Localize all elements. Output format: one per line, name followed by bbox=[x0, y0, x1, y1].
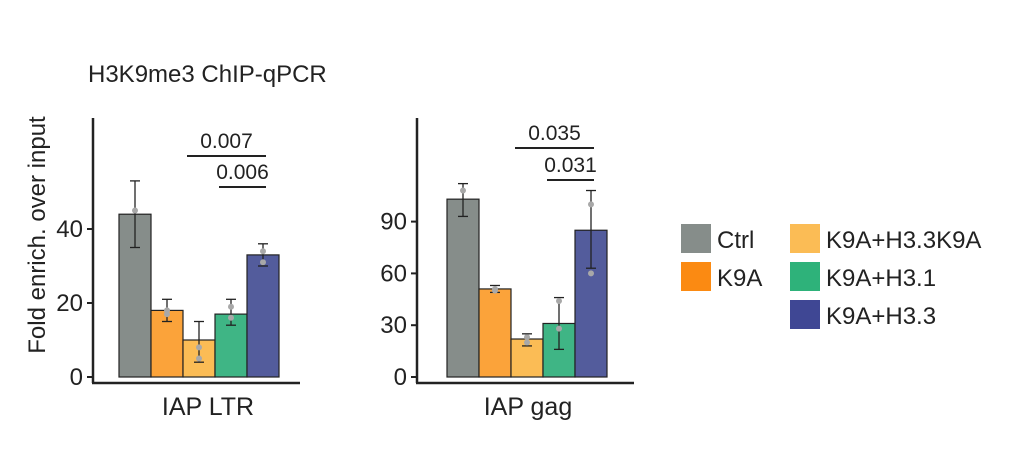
y-axis-label: Fold enrich. over input bbox=[24, 116, 51, 354]
bar-k9a bbox=[478, 288, 512, 378]
bar-k9a-h3-3 bbox=[246, 254, 280, 378]
p-value-label: 0.006 bbox=[216, 161, 269, 184]
legend-label: K9A bbox=[717, 265, 762, 292]
panel-iap-gag: 0 30 60 90 0.035 0.031 IAP gag bbox=[380, 118, 634, 421]
x-axis-label: IAP LTR bbox=[162, 393, 254, 421]
y-tick-label: 60 bbox=[380, 260, 407, 287]
legend-label: K9A+H3.3K9A bbox=[826, 227, 981, 254]
data-point bbox=[588, 201, 594, 208]
data-point bbox=[228, 303, 234, 310]
y-tick-label: 0 bbox=[394, 364, 407, 391]
legend-label: K9A+H3.3 bbox=[826, 303, 936, 330]
legend-swatch bbox=[681, 262, 711, 291]
legend-swatch bbox=[681, 224, 711, 253]
bar-ctrl bbox=[446, 198, 480, 378]
legend-swatch bbox=[790, 224, 820, 253]
data-point bbox=[460, 187, 466, 194]
legend: Ctrl K9A K9A+H3.3K9A K9A+H3.1 K9A+H3.3 bbox=[681, 224, 981, 330]
y-tick-label: 40 bbox=[56, 216, 83, 243]
p-value-label: 0.007 bbox=[200, 130, 253, 153]
data-point bbox=[492, 285, 498, 292]
data-point bbox=[228, 314, 234, 321]
legend-item-k9a: K9A bbox=[681, 262, 762, 292]
data-point bbox=[196, 344, 202, 351]
data-point bbox=[524, 339, 530, 346]
data-point bbox=[588, 270, 594, 277]
data-point bbox=[164, 307, 170, 314]
panel-iap-ltr: 0 20 40 0.007 0.006 IAP LTR bbox=[56, 118, 300, 421]
legend-item-k9a-h3-3: K9A+H3.3 bbox=[790, 300, 936, 330]
legend-swatch bbox=[790, 262, 820, 291]
y-tick-label: 20 bbox=[56, 290, 83, 317]
x-axis-label: IAP gag bbox=[484, 393, 573, 421]
legend-swatch bbox=[790, 300, 820, 329]
bar-k9a-h3-3 bbox=[574, 229, 608, 378]
data-point bbox=[260, 259, 266, 266]
y-tick-label: 30 bbox=[380, 312, 407, 339]
data-point bbox=[524, 334, 530, 341]
legend-label: Ctrl bbox=[717, 227, 754, 254]
legend-item-ctrl: Ctrl bbox=[681, 224, 754, 254]
data-point bbox=[556, 298, 562, 305]
data-point bbox=[196, 355, 202, 362]
data-point bbox=[556, 325, 562, 332]
data-point bbox=[260, 248, 266, 255]
legend-item-k9a-h3-3k9a: K9A+H3.3K9A bbox=[790, 224, 981, 254]
chart-title: H3K9me3 ChIP-qPCR bbox=[88, 61, 327, 88]
panels: 0 20 40 0.007 0.006 IAP LTR 0 30 60 90 0.035 0.031 I… bbox=[56, 118, 634, 421]
p-value-label: 0.035 bbox=[528, 122, 581, 145]
p-value-label: 0.031 bbox=[544, 154, 597, 177]
legend-label: K9A+H3.1 bbox=[826, 265, 936, 292]
y-tick-label: 0 bbox=[70, 364, 83, 391]
data-point bbox=[132, 207, 138, 214]
legend-item-k9a-h3-1: K9A+H3.1 bbox=[790, 262, 936, 292]
y-tick-label: 90 bbox=[380, 209, 407, 236]
